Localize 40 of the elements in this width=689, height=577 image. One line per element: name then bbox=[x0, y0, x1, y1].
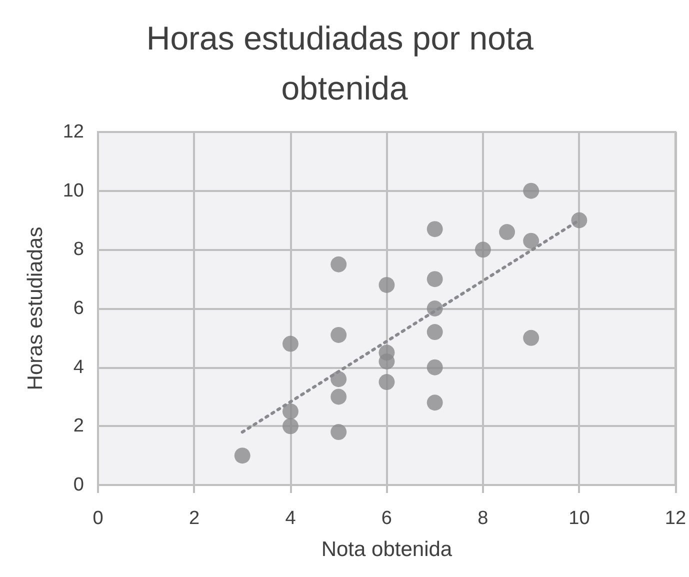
point bbox=[330, 388, 347, 405]
point bbox=[234, 448, 250, 464]
point bbox=[523, 232, 540, 249]
point bbox=[282, 403, 298, 420]
x-tick-label: 10 bbox=[568, 508, 590, 529]
chart-title: Horas estudiadas por nota obtenida bbox=[146, 20, 543, 106]
point bbox=[474, 242, 491, 258]
x-tick-label: 6 bbox=[381, 508, 392, 529]
point bbox=[523, 182, 540, 199]
y-tick-label: 4 bbox=[73, 356, 84, 378]
x-tick-label: 2 bbox=[188, 508, 200, 529]
point bbox=[426, 394, 443, 411]
point bbox=[282, 418, 298, 434]
point bbox=[426, 359, 443, 376]
point bbox=[426, 271, 443, 288]
y-tick-label: 6 bbox=[73, 298, 84, 319]
point bbox=[426, 221, 443, 238]
x-tick-label: 4 bbox=[285, 508, 296, 529]
point bbox=[330, 371, 347, 388]
point bbox=[330, 256, 347, 272]
x-tick-label: 0 bbox=[92, 508, 104, 529]
point bbox=[330, 326, 347, 343]
y-axis-title: Horas estudiadas bbox=[24, 226, 47, 390]
y-tick-label: 8 bbox=[73, 239, 84, 260]
point bbox=[571, 212, 588, 228]
x-tick-label: 12 bbox=[664, 508, 686, 529]
point bbox=[378, 276, 395, 293]
point bbox=[330, 424, 347, 440]
point bbox=[499, 224, 516, 240]
point bbox=[523, 330, 540, 346]
x-axis-title: Nota obtenida bbox=[321, 538, 452, 561]
x-tick-label: 8 bbox=[478, 508, 488, 529]
point bbox=[378, 374, 395, 390]
point bbox=[378, 353, 395, 370]
point bbox=[426, 324, 443, 340]
point bbox=[282, 336, 298, 352]
y-tick-label: 2 bbox=[73, 416, 84, 437]
y-tick-label: 12 bbox=[62, 122, 84, 142]
y-tick-label: 10 bbox=[62, 180, 84, 202]
y-tick-label: 0 bbox=[73, 474, 84, 496]
